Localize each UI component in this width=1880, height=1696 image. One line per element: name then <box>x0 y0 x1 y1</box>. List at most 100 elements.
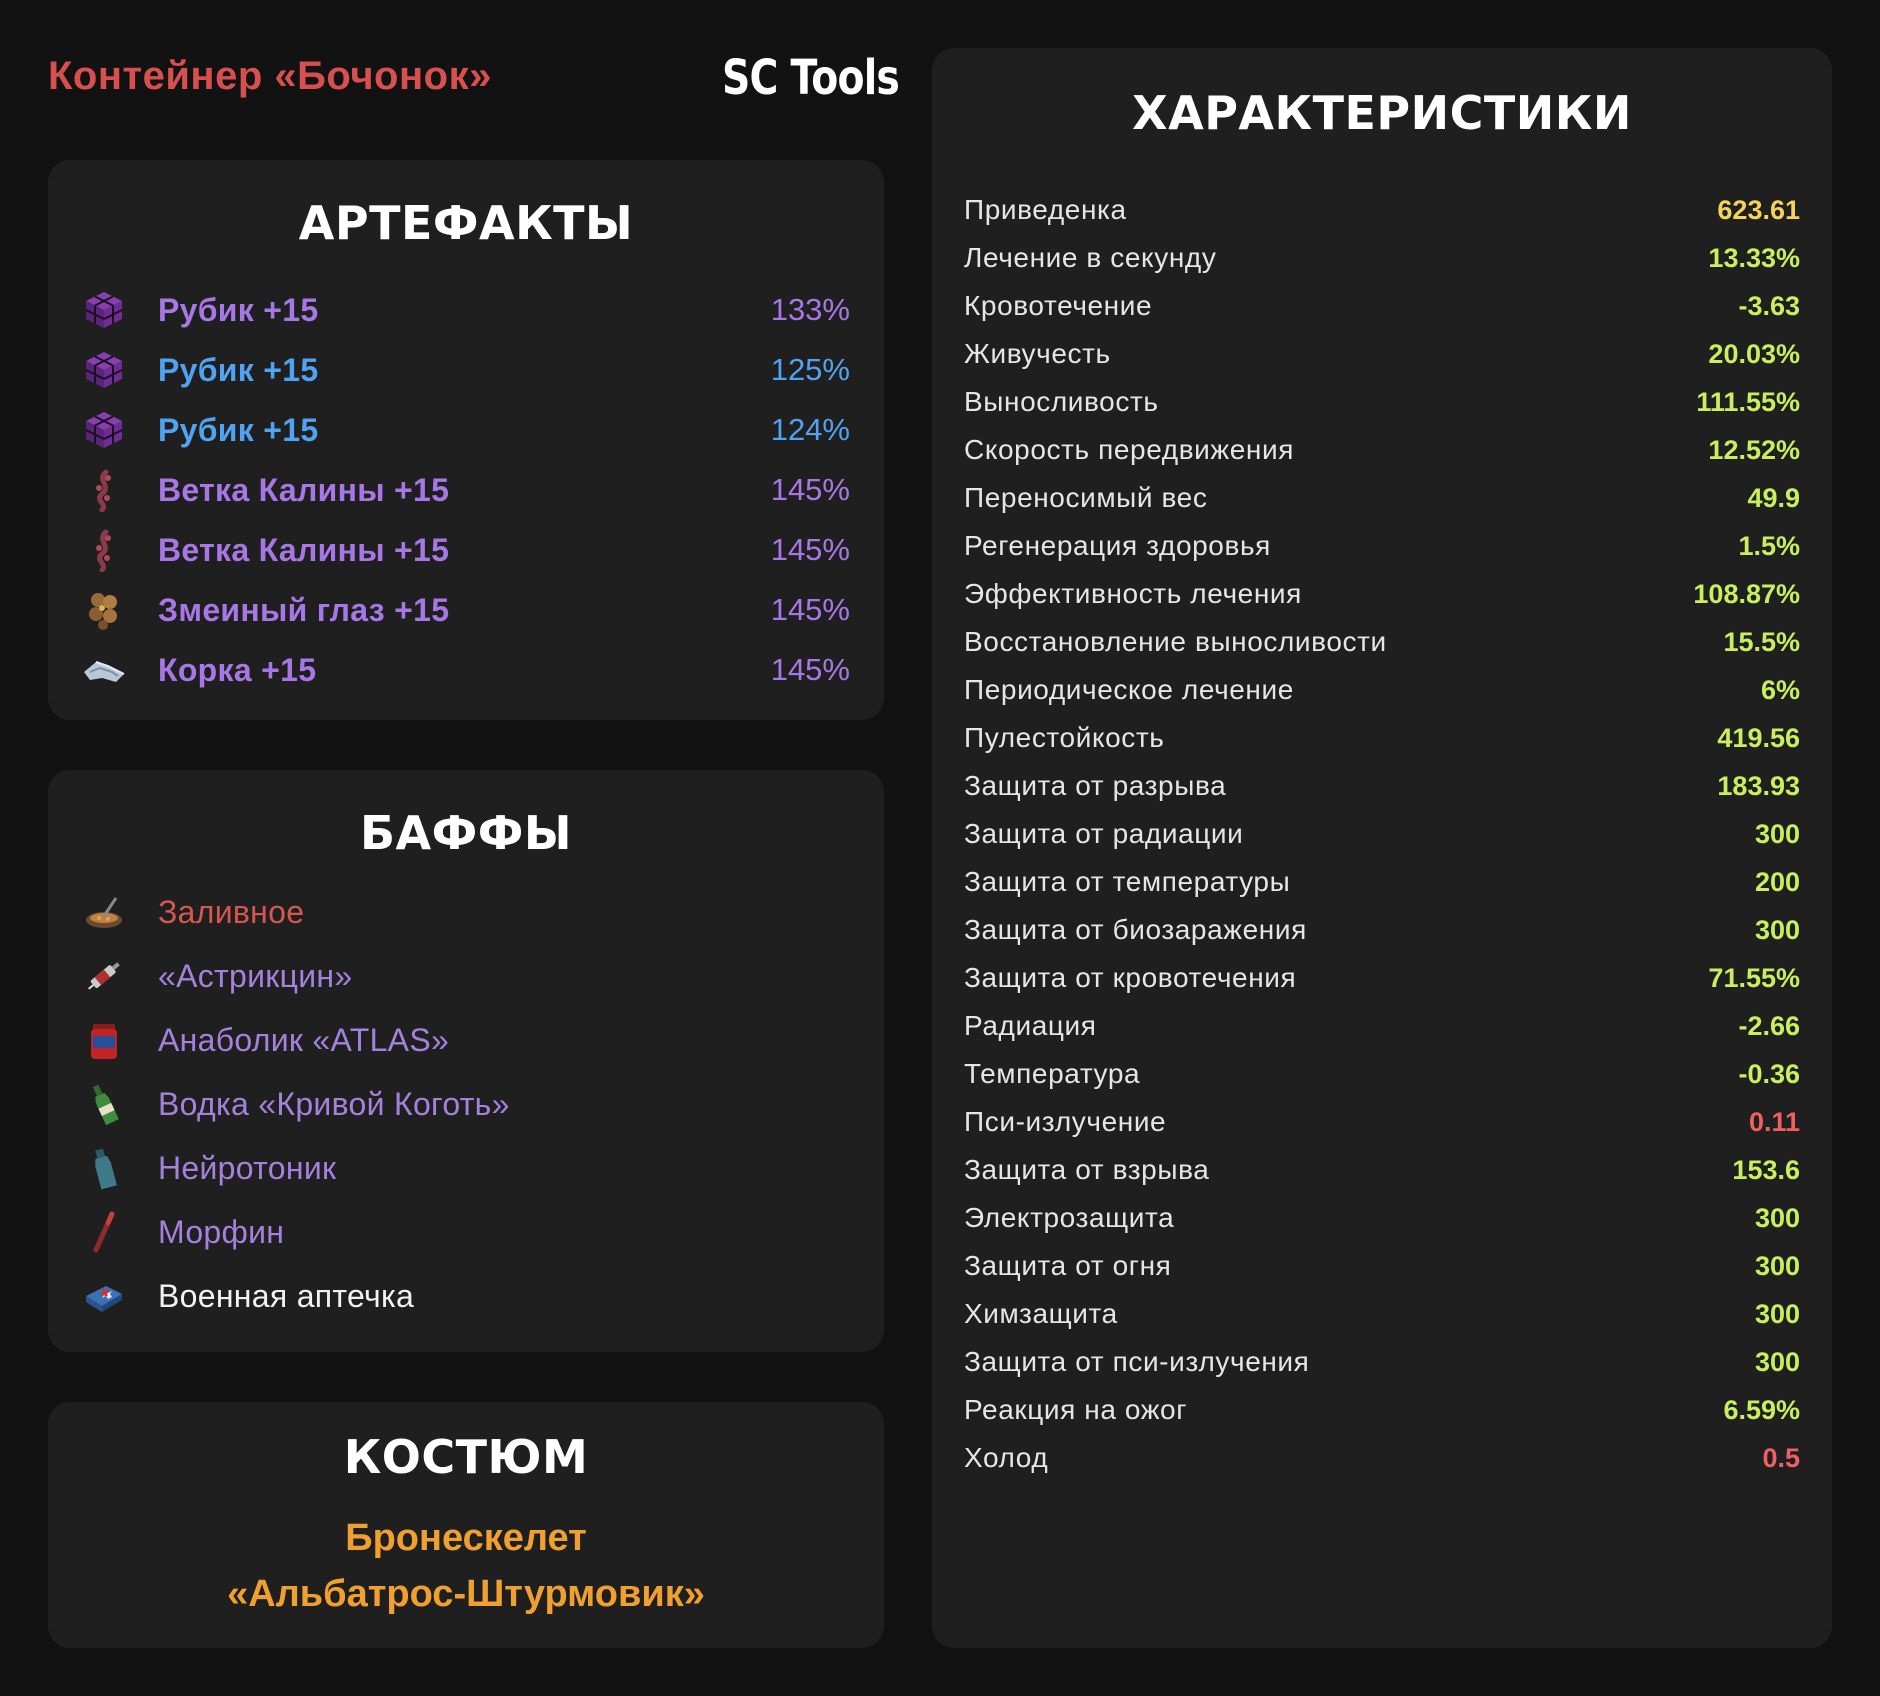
buff-row[interactable]: Военная аптечка <box>82 1264 850 1328</box>
artifact-row[interactable]: Ветка Калины +15 145% <box>82 460 850 520</box>
buff-name: Морфин <box>158 1213 285 1250</box>
supplement-jar-icon <box>82 1018 126 1062</box>
stat-label: Защита от кровотечения <box>964 962 1297 993</box>
buff-name: Заливное <box>158 893 305 930</box>
artifact-percent: 125% <box>770 352 850 387</box>
stat-label: Температура <box>964 1058 1141 1089</box>
vodka-bottle-icon <box>82 1082 126 1126</box>
stat-value: 0.11 <box>1748 1106 1800 1137</box>
stat-row: Лечение в секунду 13.33% <box>964 234 1800 282</box>
stat-value: -0.36 <box>1738 1058 1800 1089</box>
artifact-percent: 145% <box>770 472 850 507</box>
stat-value: 200 <box>1754 866 1800 897</box>
stat-value: 13.33% <box>1708 242 1800 273</box>
stat-value: 300 <box>1754 1346 1800 1377</box>
buff-row[interactable]: Заливное <box>82 880 850 944</box>
tonic-bottle-icon <box>82 1146 126 1190</box>
stat-row: Пулестойкость 419.56 <box>964 714 1800 762</box>
suit-panel: КОСТЮМ Бронескелет «Альбатрос-Штурмовик» <box>48 1402 884 1648</box>
buff-row[interactable]: Морфин <box>82 1200 850 1264</box>
stat-label: Защита от температуры <box>964 866 1291 897</box>
artifact-name: Рубик +15 <box>158 351 319 388</box>
stat-value: 300 <box>1754 818 1800 849</box>
buff-name: «Астрикцин» <box>158 957 353 994</box>
buff-row[interactable]: Водка «Кривой Коготь» <box>82 1072 850 1136</box>
stat-row: Скорость передвижения 12.52% <box>964 426 1800 474</box>
stat-value: 12.52% <box>1708 434 1800 465</box>
stats-list: Приведенка 623.61 Лечение в секунду 13.33%… <box>964 186 1800 1482</box>
stat-row: Периодическое лечение 6% <box>964 666 1800 714</box>
stat-row: Реакция на ожог 6.59% <box>964 1386 1800 1434</box>
stat-label: Холод <box>964 1442 1049 1473</box>
stat-row: Регенерация здоровья 1.5% <box>964 522 1800 570</box>
stat-row: Эффективность лечения 108.87% <box>964 570 1800 618</box>
buffs-panel: БАФФЫ Заливное «Астрикцин» Анаболик «ATL… <box>48 770 884 1352</box>
stats-title: ХАРАКТЕРИСТИКИ <box>1132 86 1632 140</box>
artifact-name: Змеиный глаз +15 <box>158 591 450 628</box>
stat-label: Радиация <box>964 1010 1097 1041</box>
stat-row: Химзащита 300 <box>964 1290 1800 1338</box>
suit-name[interactable]: Бронескелет «Альбатрос-Штурмовик» <box>48 1510 884 1622</box>
syringe-icon <box>82 954 126 998</box>
stat-label: Периодическое лечение <box>964 674 1294 705</box>
stat-label: Скорость передвижения <box>964 434 1294 465</box>
artifact-row[interactable]: Змеиный глаз +15 145% <box>82 580 850 640</box>
stat-value: 71.55% <box>1708 962 1800 993</box>
stat-value: 0.5 <box>1762 1442 1800 1473</box>
stat-row: Пси-излучение 0.11 <box>964 1098 1800 1146</box>
stat-label: Защита от пси-излучения <box>964 1346 1310 1377</box>
buffs-list: Заливное «Астрикцин» Анаболик «ATLAS» Во… <box>82 880 850 1328</box>
stat-value: 300 <box>1754 1202 1800 1233</box>
stat-value: 20.03% <box>1708 338 1800 369</box>
stat-label: Эффективность лечения <box>964 578 1302 609</box>
stat-row: Холод 0.5 <box>964 1434 1800 1482</box>
stat-value: -2.66 <box>1738 1010 1800 1041</box>
artifacts-title: АРТЕФАКТЫ <box>298 196 634 250</box>
artifact-row[interactable]: Ветка Калины +15 145% <box>82 520 850 580</box>
stat-row: Переносимый вес 49.9 <box>964 474 1800 522</box>
stat-value: 108.87% <box>1693 578 1800 609</box>
artifact-percent: 145% <box>770 532 850 567</box>
stat-value: 623.61 <box>1717 194 1800 225</box>
artifact-name: Корка +15 <box>158 651 317 688</box>
viburnum-branch-icon <box>82 528 126 572</box>
stat-row: Защита от радиации 300 <box>964 810 1800 858</box>
stat-label: Защита от взрыва <box>964 1154 1210 1185</box>
stat-row: Радиация -2.66 <box>964 1002 1800 1050</box>
stat-row: Температура -0.36 <box>964 1050 1800 1098</box>
buff-name: Водка «Кривой Коготь» <box>158 1085 510 1122</box>
stat-value: 153.6 <box>1732 1154 1800 1185</box>
artifact-row[interactable]: Корка +15 145% <box>82 640 850 700</box>
container-title: Контейнер «Бочонок» <box>48 54 492 98</box>
buff-row[interactable]: Нейротоник <box>82 1136 850 1200</box>
rubik-cube-icon <box>82 348 126 392</box>
rubik-cube-icon <box>82 408 126 452</box>
artifact-row[interactable]: Рубик +15 124% <box>82 400 850 460</box>
stat-label: Защита от биозаражения <box>964 914 1307 945</box>
stat-row: Выносливость 111.55% <box>964 378 1800 426</box>
buff-row[interactable]: Анаболик «ATLAS» <box>82 1008 850 1072</box>
stat-row: Восстановление выносливости 15.5% <box>964 618 1800 666</box>
stat-value: 300 <box>1754 1298 1800 1329</box>
artifact-name: Ветка Калины +15 <box>158 531 450 568</box>
artifact-row[interactable]: Рубик +15 133% <box>82 280 850 340</box>
stat-label: Живучесть <box>964 338 1111 369</box>
stat-label: Пулестойкость <box>964 722 1165 753</box>
crust-icon <box>82 648 126 692</box>
stat-row: Защита от огня 300 <box>964 1242 1800 1290</box>
artifact-row[interactable]: Рубик +15 125% <box>82 340 850 400</box>
stat-row: Защита от температуры 200 <box>964 858 1800 906</box>
artifact-name: Рубик +15 <box>158 411 319 448</box>
stat-label: Выносливость <box>964 386 1159 417</box>
stat-value: 300 <box>1754 914 1800 945</box>
stat-value: 419.56 <box>1717 722 1800 753</box>
stat-row: Защита от взрыва 153.6 <box>964 1146 1800 1194</box>
stat-label: Защита от радиации <box>964 818 1244 849</box>
stat-value: 111.55% <box>1696 386 1800 417</box>
stat-value: 6% <box>1760 674 1800 705</box>
buff-name: Нейротоник <box>158 1149 337 1186</box>
artifact-percent: 133% <box>770 292 850 327</box>
buff-row[interactable]: «Астрикцин» <box>82 944 850 1008</box>
stat-row: Защита от разрыва 183.93 <box>964 762 1800 810</box>
stat-row: Защита от кровотечения 71.55% <box>964 954 1800 1002</box>
